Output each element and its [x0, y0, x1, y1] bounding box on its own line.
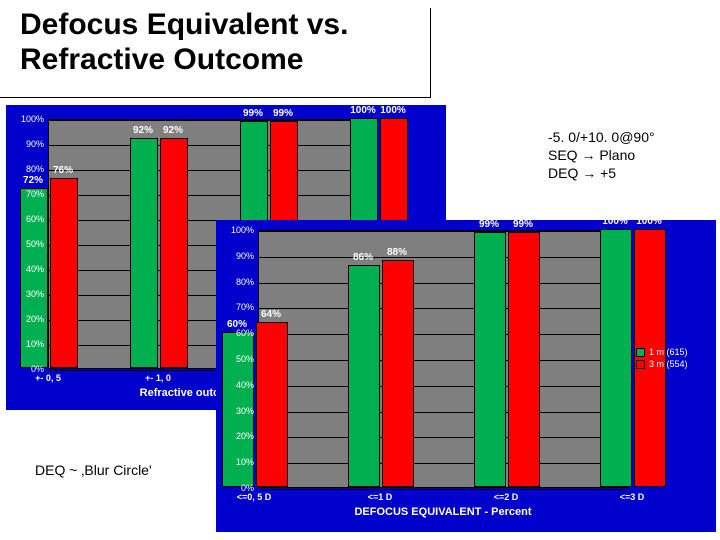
gridline [49, 120, 377, 121]
y-tick-label: 70% [8, 189, 44, 199]
title-line-2: Refractive Outcome [20, 43, 303, 76]
gridline [49, 195, 377, 196]
bar [600, 229, 632, 487]
bar-value-label: 100% [602, 216, 628, 227]
legend-label: 1 m (615) [649, 347, 688, 357]
footnote: DEQ ~ ‚Blur Circle' [35, 462, 152, 478]
bar-value-label: 100% [350, 105, 376, 116]
gridline [259, 257, 627, 258]
x-tick-label: <=3 D [620, 492, 645, 502]
y-tick-label: 80% [8, 164, 44, 174]
gridline [49, 170, 377, 171]
bar-value-label: 88% [387, 247, 407, 258]
chart-defocus-equivalent: 0%10%20%30%40%50%60%70%80%90%100%60%64%<… [216, 220, 716, 532]
gridline [49, 145, 377, 146]
y-tick-label: 100% [218, 225, 254, 235]
gridline [259, 463, 627, 464]
title-divider-v [430, 8, 431, 98]
gridline [259, 231, 627, 232]
bar [160, 138, 188, 368]
x-tick-label: <=0, 5 D [237, 492, 272, 502]
y-tick-label: 40% [8, 264, 44, 274]
bar-value-label: 99% [513, 219, 533, 230]
legend-swatch [636, 348, 645, 357]
y-tick-label: 70% [218, 302, 254, 312]
legend-item: 3 m (554) [636, 359, 688, 369]
note-line-1: -5. 0/+10. 0@90° [548, 128, 655, 146]
legend-label: 3 m (554) [649, 359, 688, 369]
gridline [259, 283, 627, 284]
y-tick-label: 30% [218, 406, 254, 416]
bar-value-label: 100% [636, 216, 662, 227]
side-note: -5. 0/+10. 0@90° SEQ → Plano DEQ → +5 [548, 128, 655, 183]
slide-title: Defocus Equivalent vs. Refractive Outcom… [20, 8, 348, 77]
bar [508, 232, 540, 487]
y-tick-label: 20% [218, 431, 254, 441]
gridline [259, 437, 627, 438]
y-tick-label: 50% [8, 239, 44, 249]
y-tick-label: 20% [8, 314, 44, 324]
bar-value-label: 92% [133, 125, 153, 136]
bar [348, 265, 380, 487]
bar-value-label: 100% [380, 105, 406, 116]
legend-swatch [636, 360, 645, 369]
y-tick-label: 50% [218, 354, 254, 364]
x-tick-label: +- 0, 5 [35, 373, 61, 383]
gridline [259, 412, 627, 413]
bar-value-label: 99% [243, 108, 263, 119]
bar [50, 178, 78, 368]
gridline [259, 334, 627, 335]
legend-item: 1 m (615) [636, 347, 688, 357]
y-tick-label: 30% [8, 289, 44, 299]
bar-value-label: 92% [163, 125, 183, 136]
gridline [259, 489, 627, 490]
bar-value-label: 99% [479, 219, 499, 230]
x-tick-label: <=1 D [368, 492, 393, 502]
bar [130, 138, 158, 368]
note-line-3: DEQ → +5 [548, 164, 655, 182]
y-tick-label: 90% [8, 139, 44, 149]
y-tick-label: 60% [8, 214, 44, 224]
y-tick-label: 100% [8, 114, 44, 124]
y-tick-label: 80% [218, 277, 254, 287]
y-tick-label: 90% [218, 251, 254, 261]
x-tick-label: +- 1, 0 [145, 373, 171, 383]
plot-area [258, 230, 628, 488]
bar [256, 322, 288, 487]
bar-value-label: 64% [261, 309, 281, 320]
bar-value-label: 99% [273, 108, 293, 119]
title-line-1: Defocus Equivalent vs. [20, 8, 348, 41]
gridline [259, 386, 627, 387]
y-tick-label: 40% [218, 380, 254, 390]
bar-value-label: 86% [353, 252, 373, 263]
bar-value-label: 72% [23, 175, 43, 186]
x-axis-title: DEFOCUS EQUIVALENT - Percent [258, 506, 628, 518]
x-tick-label: <=2 D [494, 492, 519, 502]
y-tick-label: 10% [8, 339, 44, 349]
bar [474, 232, 506, 487]
title-divider-h [0, 97, 430, 98]
y-tick-label: 10% [218, 457, 254, 467]
bar [382, 260, 414, 487]
gridline [259, 360, 627, 361]
note-line-2: SEQ → Plano [548, 146, 655, 164]
legend: 1 m (615) 3 m (554) [636, 347, 688, 371]
bar-value-label: 76% [53, 165, 73, 176]
gridline [259, 308, 627, 309]
bar-value-label: 60% [227, 319, 247, 330]
